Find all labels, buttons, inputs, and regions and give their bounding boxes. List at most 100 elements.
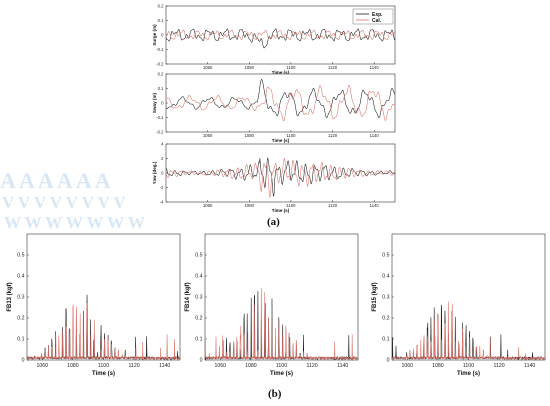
x-tick-label: 1080 xyxy=(432,363,444,369)
y-tick-label: -0.1 xyxy=(156,115,164,120)
y-tick-label: -0.2 xyxy=(156,130,164,135)
y-tick-label: 0.1 xyxy=(195,337,202,343)
y-tick-label: 0 xyxy=(161,171,164,176)
x-tick-label: 1140 xyxy=(370,203,380,208)
y-axis-label: Sway (m) xyxy=(152,92,157,113)
x-tick-label: 1120 xyxy=(328,65,338,70)
series-line-cal xyxy=(204,288,359,361)
x-tick-label: 1080 xyxy=(245,203,255,208)
y-tick-label: 0.5 xyxy=(382,253,389,259)
x-axis-label: Time (s) xyxy=(272,138,290,143)
x-axis-label: Time (s) xyxy=(92,371,115,377)
y-tick-label: 4 xyxy=(161,142,164,147)
x-axis-label: Time (s) xyxy=(272,70,290,75)
y-tick-label: 0.2 xyxy=(382,316,389,322)
plot-frame xyxy=(204,233,359,361)
y-tick-label: 0 xyxy=(387,358,390,364)
x-tick-label: 1060 xyxy=(402,363,414,369)
series-line-exp xyxy=(165,28,396,49)
x-tick-label: 1100 xyxy=(98,363,109,369)
y-axis-label: FB14 (kgf) xyxy=(185,282,191,311)
y-tick-label: 0.1 xyxy=(382,337,389,343)
y-tick-label: 0.1 xyxy=(158,18,164,23)
watermark-text-1: A A A A A A xyxy=(0,168,111,193)
x-axis-label: Time (s) xyxy=(272,208,290,213)
y-tick-label: 0.5 xyxy=(17,253,24,259)
plot-frame xyxy=(26,233,181,361)
y-tick-label: 2 xyxy=(161,156,164,161)
x-tick-label: 1100 xyxy=(286,65,296,70)
series-line-cal xyxy=(391,301,546,361)
y-tick-label: 0.3 xyxy=(17,295,24,301)
watermark-text-3: W W W W W W W xyxy=(4,213,145,232)
y-tick-label: 0.2 xyxy=(195,316,202,322)
y-tick-label: 0.5 xyxy=(195,253,202,259)
watermark-text-2: V V V V V V V V xyxy=(2,193,126,212)
x-tick-label: 1100 xyxy=(276,363,287,369)
y-axis-label: FB15 (kgf) xyxy=(372,282,378,311)
subfigure-label-b: (b) xyxy=(268,388,282,400)
x-tick-label: 1140 xyxy=(370,65,380,70)
series-line-exp xyxy=(165,157,396,197)
y-tick-label: 0.3 xyxy=(195,295,202,301)
x-tick-label: 1140 xyxy=(370,133,380,138)
series-line-cal xyxy=(165,29,396,41)
y-tick-label: 0.1 xyxy=(158,86,164,91)
x-tick-label: 1080 xyxy=(245,133,255,138)
chart-surge: 1060 1080 1100 1120 1140 -0.2 -0.1 0 0.1 0.2 Time … xyxy=(152,4,396,75)
plot-frame xyxy=(391,233,546,361)
x-tick-label: 1120 xyxy=(494,363,505,369)
series-line-cal xyxy=(165,157,395,198)
x-axis-label: Time (s) xyxy=(270,371,293,377)
x-tick-label: 1100 xyxy=(463,363,474,369)
series-line-cal xyxy=(26,302,181,361)
x-tick-label: 1140 xyxy=(159,363,170,369)
subfigure-label-a: (a) xyxy=(267,216,280,228)
x-tick-label: 1140 xyxy=(337,363,348,369)
y-tick-label: 0.2 xyxy=(158,4,164,9)
series-line-cal xyxy=(165,84,396,122)
x-tick-label: 1120 xyxy=(328,133,338,138)
y-tick-label: -0.2 xyxy=(156,62,164,67)
y-tick-label: -2 xyxy=(160,185,164,190)
plot-frame xyxy=(165,73,396,133)
y-tick-label: 0.2 xyxy=(17,316,24,322)
series-line-exp xyxy=(165,79,396,119)
x-tick-label: 1080 xyxy=(245,65,255,70)
y-tick-label: 0.4 xyxy=(17,274,24,280)
x-tick-label: 1100 xyxy=(286,133,296,138)
y-tick-label: 0 xyxy=(161,33,164,38)
chart-fb14: 1060 1080 1100 1120 1140 0 0.1 0.2 0.3 0.4 0.5 Time… xyxy=(185,233,359,377)
y-tick-label: 0.3 xyxy=(382,295,389,301)
y-tick-label: 0.1 xyxy=(17,337,24,343)
y-tick-label: 0.2 xyxy=(158,72,164,77)
x-tick-label: 1080 xyxy=(245,363,257,369)
x-tick-label: 1100 xyxy=(286,203,296,208)
x-tick-label: 1060 xyxy=(37,363,49,369)
y-tick-label: 0.4 xyxy=(195,274,202,280)
x-tick-label: 1060 xyxy=(203,203,213,208)
y-tick-label: -0.1 xyxy=(156,47,164,52)
y-tick-label: -4 xyxy=(160,200,164,205)
chart-yaw: 1060 1080 1100 1120 1140 -4 -2 0 2 4 Time (s) Yaw (… xyxy=(152,142,396,213)
x-tick-label: 1060 xyxy=(203,65,213,70)
x-tick-label: 1120 xyxy=(307,363,318,369)
x-tick-label: 1140 xyxy=(524,363,535,369)
x-tick-label: 1120 xyxy=(129,363,140,369)
x-tick-label: 1060 xyxy=(215,363,227,369)
chart-fb15: 1060 1080 1100 1120 1140 0 0.1 0.2 0.3 0.4 0.5 Time… xyxy=(372,233,546,377)
x-tick-label: 1080 xyxy=(67,363,79,369)
legend-entry: Exp. xyxy=(372,12,383,18)
y-axis-label: Surge (m) xyxy=(152,24,157,46)
y-axis-label: Yaw (deg.) xyxy=(152,161,157,184)
x-tick-label: 1120 xyxy=(328,203,338,208)
y-tick-label: 0 xyxy=(161,101,164,106)
y-tick-label: 0 xyxy=(22,358,25,364)
y-tick-label: 0.4 xyxy=(382,274,389,280)
chart-sway: 1060 1080 1100 1120 1140 -0.2 -0.1 0 0.1 0.2 Time … xyxy=(152,72,396,143)
x-tick-label: 1060 xyxy=(203,133,213,138)
x-axis-label: Time (s) xyxy=(457,371,480,377)
y-axis-label: FB13 (kgf) xyxy=(7,282,13,311)
chart-fb13: 1060 1080 1100 1120 1140 0 0.1 0.2 0.3 0.4 0.5 Time… xyxy=(7,233,181,377)
